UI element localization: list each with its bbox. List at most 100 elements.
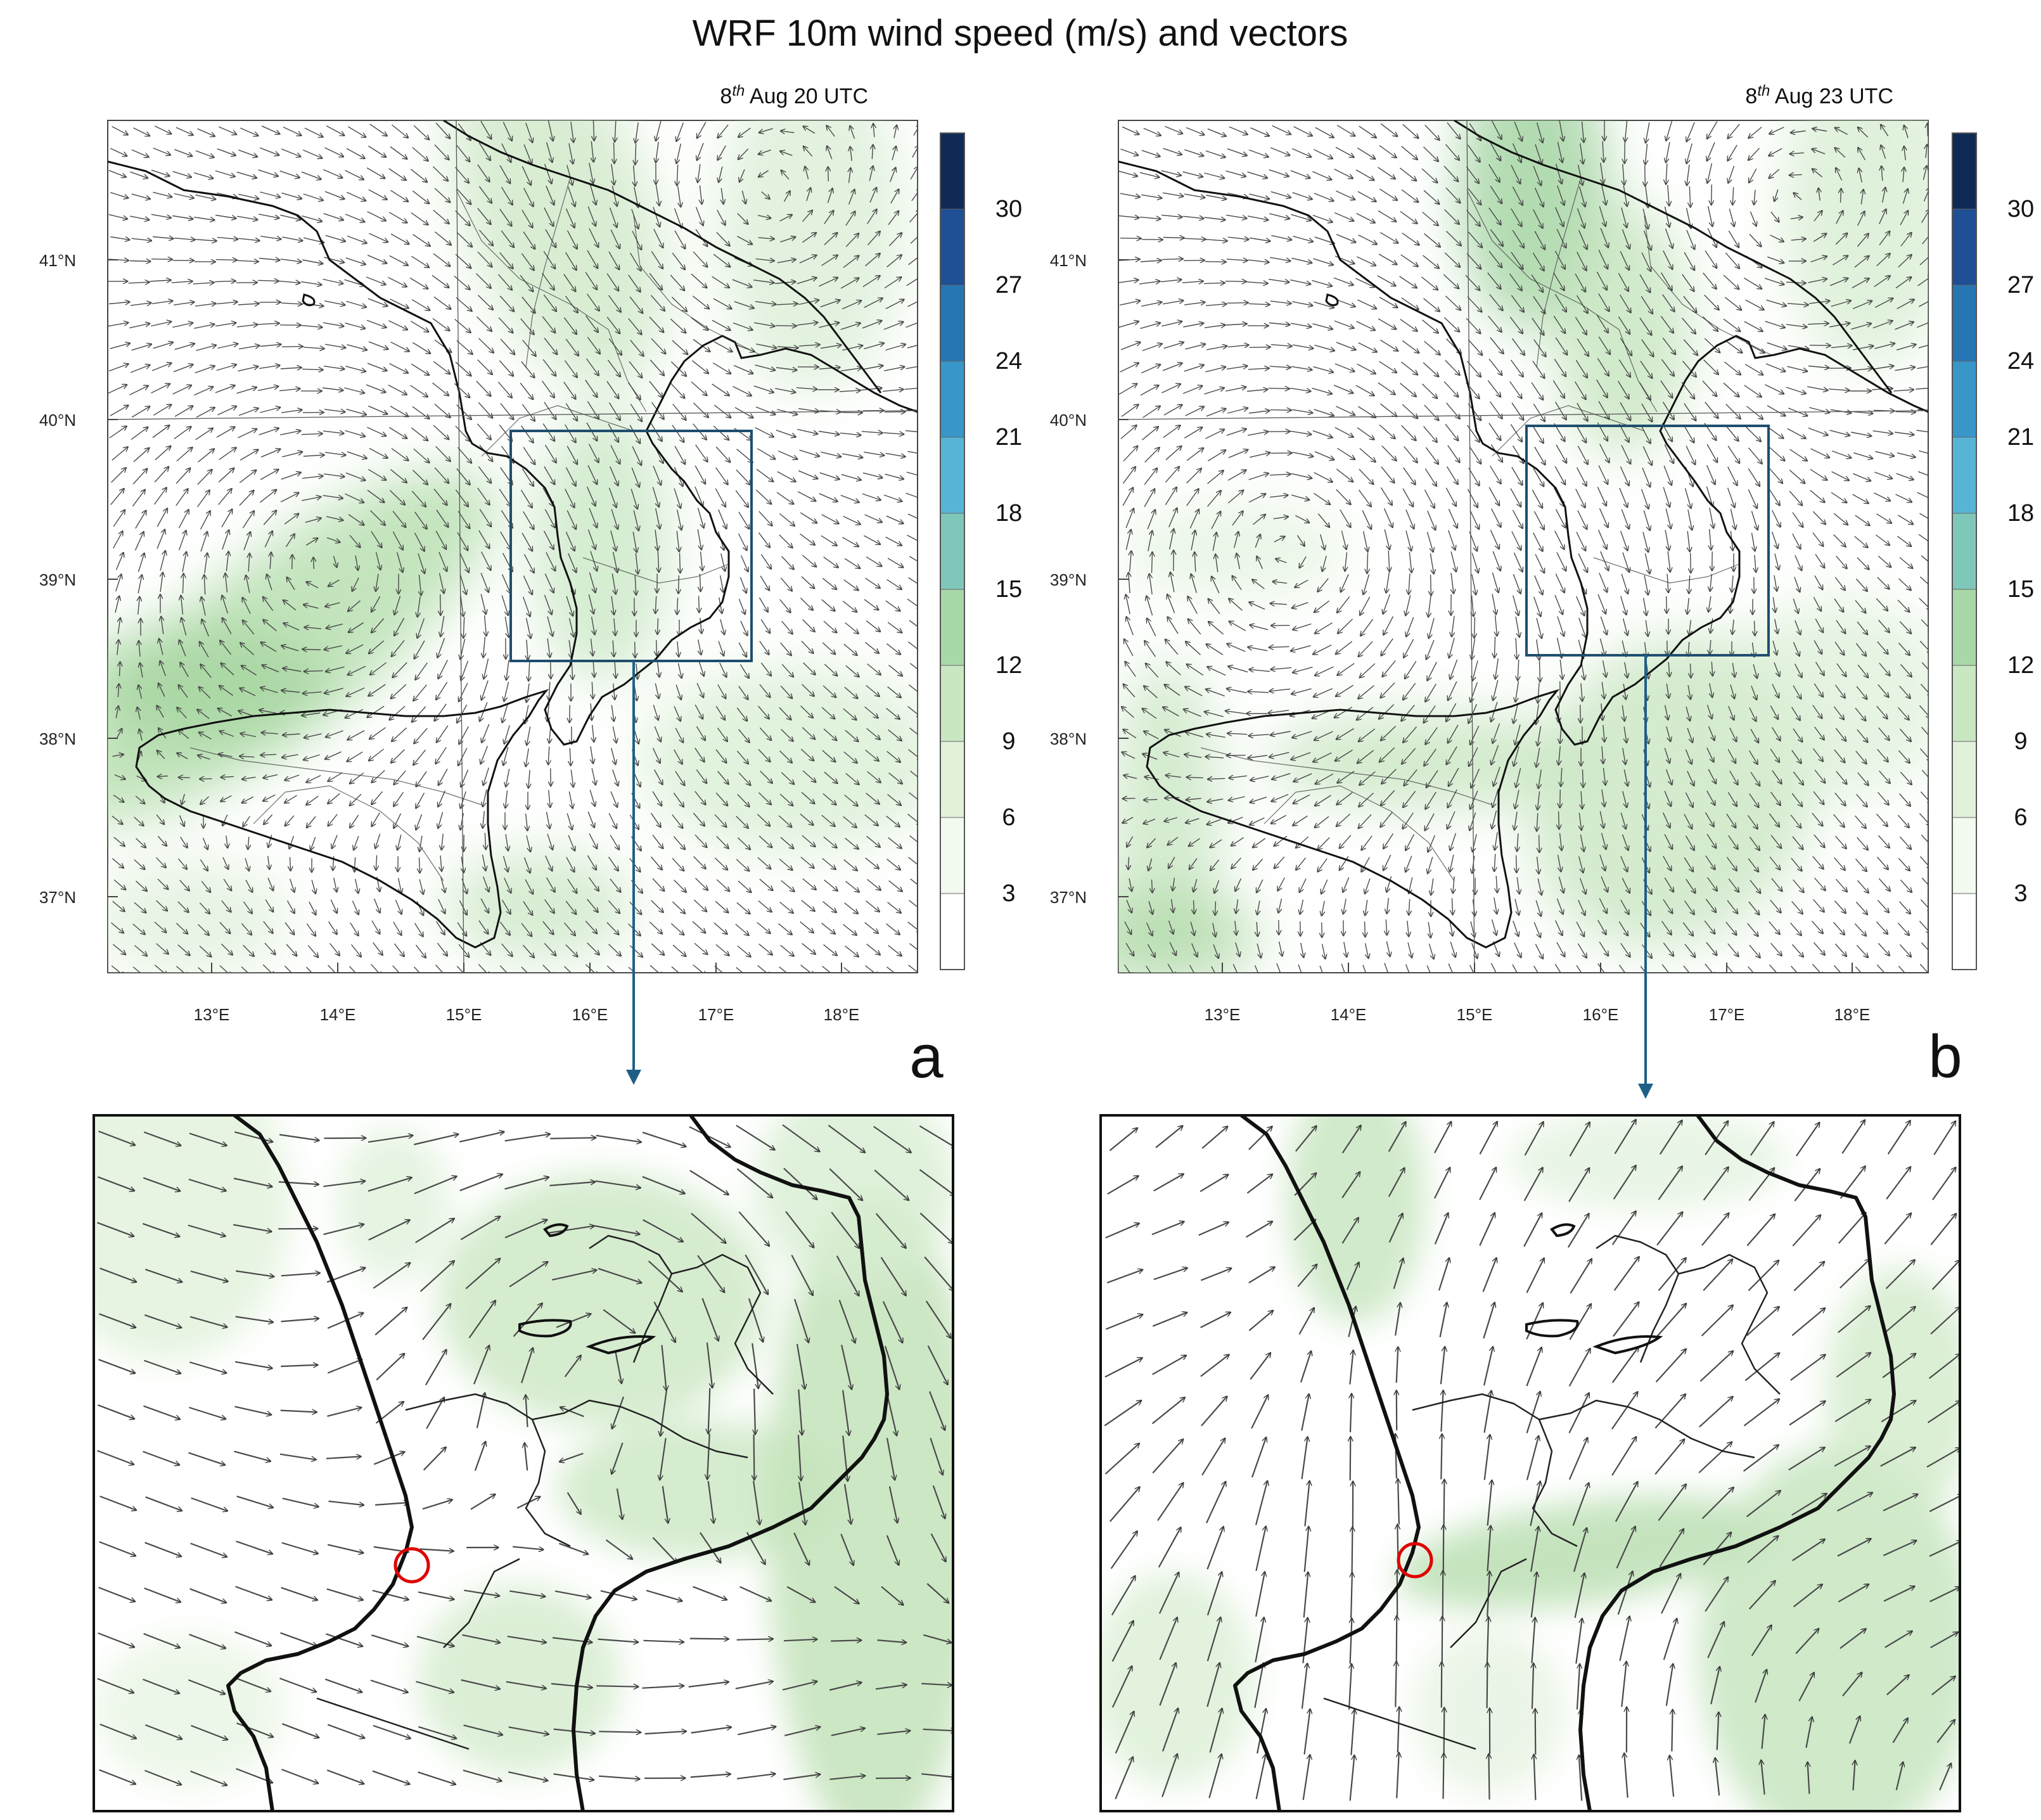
panel-b-zoom-wind-arrow xyxy=(1444,1708,1445,1753)
panel-a-wind-arrow xyxy=(892,146,896,160)
panel-b-wind-arrow xyxy=(1583,769,1584,786)
panel-a-wind-arrow xyxy=(501,143,511,162)
panel-a-wind-arrow xyxy=(301,171,321,179)
panel-a-wind-arrow xyxy=(547,120,553,140)
panel-a-wind-arrow xyxy=(304,237,323,242)
panel-a-wind-arrow xyxy=(456,188,471,204)
panel-a-wind-arrow xyxy=(869,188,876,203)
panel-a-wind-arrow xyxy=(783,191,790,202)
panel-a-wind-arrow xyxy=(521,253,534,270)
panel-a-wind-arrow xyxy=(410,321,428,332)
panel-a-wind-arrow xyxy=(346,148,364,158)
panel-b-map: 8th Aug 23 UTC xyxy=(1050,82,1962,1099)
panel-a-wind-arrow xyxy=(151,322,170,327)
panel-a-wind-arrow xyxy=(697,143,704,160)
panel-a-lat-tick-41: 41°N xyxy=(39,251,76,270)
panel-a-wind-arrow xyxy=(174,193,193,198)
panel-a-wind-arrow xyxy=(281,192,302,199)
panel-a-wind-arrow xyxy=(238,193,258,198)
panel-a-wind-arrow xyxy=(719,166,723,182)
panel-a-wind-arrow xyxy=(323,322,343,326)
panel-a-wind-arrow xyxy=(698,163,700,182)
panel-a-wind-arrow xyxy=(390,233,409,244)
panel-a-wind-arrow xyxy=(347,126,365,137)
panel-a-wind-arrow xyxy=(677,143,682,163)
panel-a-wind-arrow xyxy=(908,257,918,266)
panel-a-wind-arrow xyxy=(302,149,322,158)
panel-a-wind-arrow xyxy=(848,190,855,205)
panel-a-wind-arrow xyxy=(737,236,752,245)
panel-a-wind-arrow xyxy=(390,146,407,159)
panel-a-wind-arrow xyxy=(888,233,901,247)
panel-a-wind-arrow xyxy=(499,252,513,269)
panel-a-wind-arrow xyxy=(236,215,257,219)
panel-a-wind-arrow xyxy=(677,186,681,207)
panel-a-wind-arrow xyxy=(828,167,829,182)
panel-a-wind-arrow xyxy=(457,123,470,140)
panel-a-wind-arrow xyxy=(755,301,776,304)
panel-a-wind-arrow xyxy=(693,251,707,267)
panel-a-wind-arrow xyxy=(670,318,686,333)
panel-a-wind-arrow xyxy=(501,186,513,204)
panel-b-lon-tick-18: 18°E xyxy=(1834,1005,1871,1024)
panel-a-wind-arrow xyxy=(366,276,385,285)
panel-a-colorbar-swatch xyxy=(940,285,965,362)
panel-a-wind-arrow xyxy=(280,214,300,219)
panel-a-wind-arrow xyxy=(110,148,126,156)
panel-a-wind-arrow xyxy=(884,278,901,288)
panel-a-wind-arrow xyxy=(733,322,752,330)
panel-a-wind-arrow xyxy=(849,169,851,183)
panel-a-wind-arrow xyxy=(543,294,556,311)
panel-a-wind-arrow xyxy=(781,131,795,133)
panel-a-wind-arrow xyxy=(842,301,861,310)
panel-a-time-label: 8th Aug 20 UTC xyxy=(720,82,868,108)
panel-b-lon-tick-16: 16°E xyxy=(1583,1005,1619,1024)
panel-a-wind-arrow xyxy=(302,215,322,222)
panel-b-time-sup: th xyxy=(1757,82,1770,99)
panel-a-wind-arrow xyxy=(369,124,387,136)
panel-a-wind-arrow xyxy=(732,279,752,287)
panel-b-letter: b xyxy=(1928,1023,1962,1091)
panel-a-wind-arrow xyxy=(542,272,554,290)
panel-a-wind-arrow xyxy=(454,167,469,183)
panel-a-wind-arrow xyxy=(280,259,301,262)
panel-a-wind-arrow xyxy=(129,324,149,329)
panel-a-wind-arrow xyxy=(565,295,578,312)
panel-a-wind-arrow xyxy=(691,317,708,330)
panel-a-wind-arrow xyxy=(606,273,618,291)
panel-b-colorbar-swatch xyxy=(1952,132,1977,210)
panel-a-wind-arrow xyxy=(411,212,428,225)
panel-a-wind-arrow xyxy=(433,209,449,224)
panel-a-wind-arrow xyxy=(589,228,598,247)
panel-a-colorbar-label: 18 xyxy=(995,500,1022,527)
panel-a-wind-arrow xyxy=(542,316,555,332)
panel-a-wind-arrow xyxy=(499,208,511,226)
panel-a-wind-arrow xyxy=(695,207,703,226)
panel-a-wind-arrow xyxy=(909,210,918,223)
panel-a-wind-arrow xyxy=(477,251,492,266)
panel-a-wind-arrow xyxy=(240,127,258,136)
panel-a-wind-arrow xyxy=(279,170,299,177)
panel-a-wind-arrow xyxy=(777,259,795,264)
panel-a-wind-arrow xyxy=(419,857,420,873)
panel-a-wind-arrow xyxy=(502,122,511,140)
panel-b-lon-tick-15: 15°E xyxy=(1457,1005,1493,1024)
panel-b-lon-tick-13: 13°E xyxy=(1205,1005,1241,1024)
panel-a-wind-arrow xyxy=(589,184,596,205)
panel-a-wind-arrow xyxy=(478,143,490,160)
panel-a-wind-arrow xyxy=(154,125,171,134)
panel-b-colorbar-label: 18 xyxy=(2007,500,2034,527)
panel-b-colorbar-swatch xyxy=(1952,437,1977,514)
panel-b-colorbar-label: 24 xyxy=(2007,348,2034,375)
panel-a-wind-arrow xyxy=(259,259,279,260)
panel-a-wind-arrow xyxy=(712,276,729,287)
panel-a-wind-arrow xyxy=(805,167,809,179)
panel-b-colorbar-label: 12 xyxy=(2007,652,2034,679)
panel-a-wind-arrow xyxy=(827,189,832,203)
panel-a-wind-arrow xyxy=(894,125,897,139)
panel-a-wind-arrow xyxy=(697,122,707,138)
panel-a-wind-arrow xyxy=(477,208,490,224)
panel-a-wind-arrow xyxy=(497,274,511,290)
panel-a-wind-arrow xyxy=(910,236,918,244)
panel-a-wind-arrow xyxy=(323,169,342,178)
